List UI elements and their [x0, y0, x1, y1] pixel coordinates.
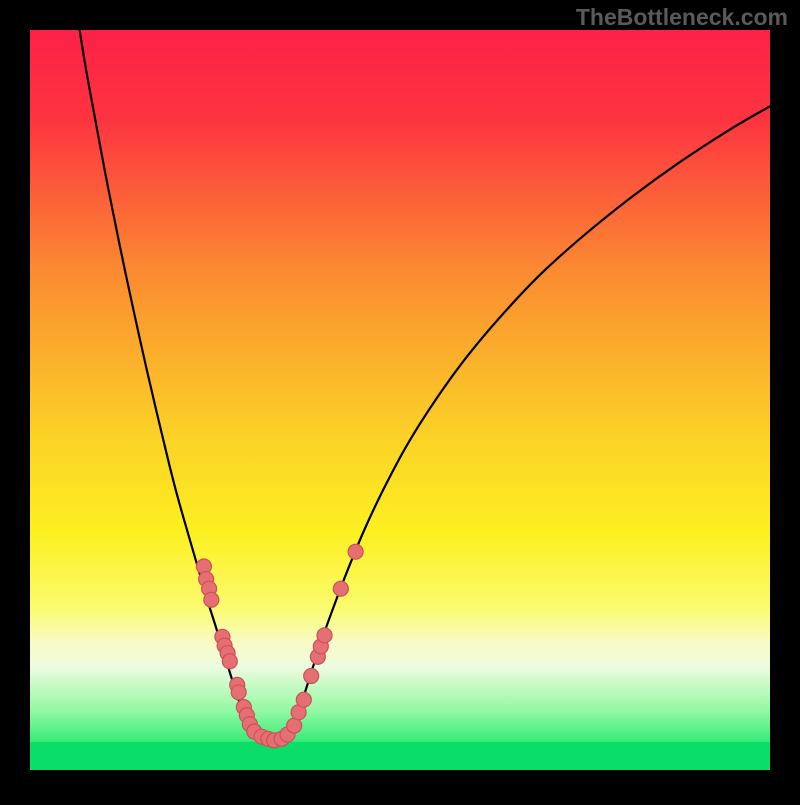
chart-svg — [0, 0, 800, 800]
bottleneck-chart: TheBottleneck.com — [0, 0, 800, 800]
watermark-text: TheBottleneck.com — [576, 4, 788, 31]
